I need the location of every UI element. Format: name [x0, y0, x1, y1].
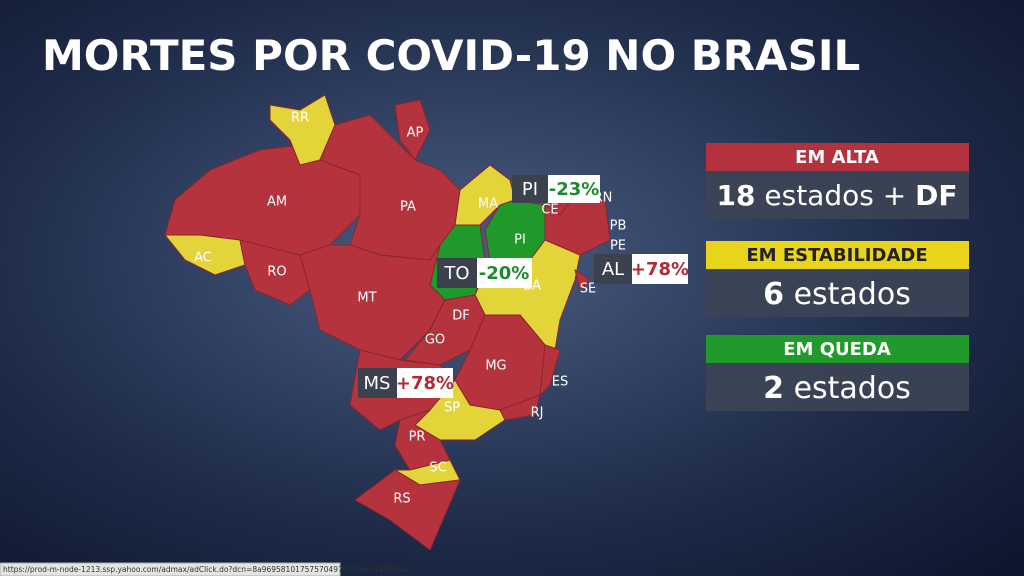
state-label: MG	[485, 359, 506, 374]
callout-state: TO	[443, 263, 469, 284]
state-label: MT	[357, 291, 376, 306]
title: MORTES POR COVID-19 NO BRASIL	[42, 31, 860, 80]
state-shape	[354, 469, 461, 551]
state-label: PA	[400, 200, 416, 215]
shape	[706, 143, 969, 171]
callout-state: PI	[522, 179, 538, 200]
state-labels: RR AP AM PA MA CE RN PB PE SE AC RO MT D…	[194, 111, 626, 507]
state-label: SC	[429, 461, 446, 476]
state-label: AM	[267, 195, 287, 210]
shape	[706, 335, 969, 363]
legend-value: 18 estados + DF	[717, 179, 958, 212]
shape	[706, 269, 969, 317]
shape	[437, 258, 477, 288]
callouts: PI -23% TO -20% AL +78% MS +78%	[358, 175, 689, 398]
legend-count: 18	[717, 179, 756, 212]
shape	[397, 368, 453, 398]
shape	[706, 171, 969, 219]
state-label: RS	[393, 492, 410, 507]
status-bar	[0, 562, 341, 576]
state-label: AP	[407, 126, 424, 141]
state-shape	[394, 409, 451, 471]
legend: EM ALTA 18 estados + DF EM ESTABILIDADE …	[706, 143, 969, 411]
shape	[594, 254, 632, 284]
state-label: CE	[541, 203, 558, 218]
legend-text: estados	[794, 371, 911, 406]
state-label: PE	[610, 239, 626, 254]
legend-count: 6	[763, 277, 784, 312]
shape	[632, 254, 688, 284]
state-shape	[299, 244, 446, 361]
state-label: ES	[552, 375, 568, 390]
state-label: RJ	[531, 406, 544, 421]
callout-state: AL	[602, 259, 624, 280]
shape	[548, 175, 600, 203]
state-shape	[539, 344, 561, 397]
shape	[477, 258, 532, 288]
state-label: DF	[452, 309, 470, 324]
callout-change: +78%	[396, 373, 454, 394]
legend-count: 2	[763, 371, 784, 406]
state-shape	[574, 268, 591, 291]
state-label: PI	[514, 233, 526, 248]
state-label: SE	[580, 282, 596, 297]
legend-value: 6 estados	[763, 277, 911, 312]
callout-change: -20%	[479, 263, 530, 284]
legend-heading: EM QUEDA	[783, 339, 891, 360]
callout-state: MS	[364, 373, 391, 394]
shape	[358, 368, 397, 398]
state-shape	[404, 294, 486, 366]
state-label: RO	[267, 265, 286, 280]
state-shape	[394, 99, 431, 161]
shape	[512, 175, 548, 203]
callout-change: +78%	[631, 259, 689, 280]
callout-change: -23%	[549, 179, 600, 200]
state-label: SP	[444, 401, 460, 416]
shape	[706, 363, 969, 411]
state-label: MA	[478, 197, 498, 212]
state-label: PR	[409, 430, 426, 445]
legend-heading: EM ESTABILIDADE	[746, 245, 927, 266]
legend-heading: EM ALTA	[795, 147, 879, 168]
shape	[706, 241, 969, 269]
legend-extra: DF	[915, 179, 957, 212]
legend-text: estados +	[764, 179, 906, 212]
status-url: https://prod-m-node-1213.ssp.yahoo.com/a…	[3, 565, 414, 574]
state-label: GO	[425, 333, 445, 348]
state-label: AC	[194, 251, 212, 266]
state-label: PB	[610, 219, 627, 234]
legend-text: estados	[794, 277, 911, 312]
legend-value: 2 estados	[763, 371, 911, 406]
state-label: RR	[291, 111, 309, 126]
